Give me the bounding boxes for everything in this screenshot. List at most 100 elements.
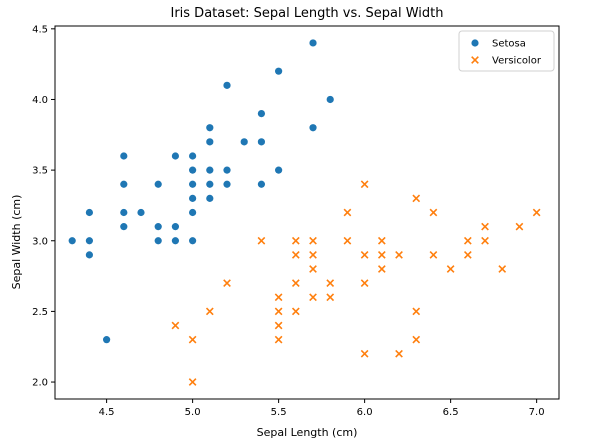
cross-stroke — [326, 279, 335, 288]
cross-stroke — [498, 265, 507, 273]
cross-stroke — [412, 307, 421, 316]
data-point-versicolor — [274, 307, 283, 316]
cross-stroke — [515, 222, 524, 231]
data-point-setosa — [85, 237, 94, 245]
cross-stroke — [274, 335, 283, 344]
cross-stroke — [291, 307, 300, 316]
data-point-versicolor — [309, 265, 317, 273]
cross-stroke — [326, 293, 335, 302]
data-point-versicolor — [515, 222, 524, 231]
legend-label: Versicolor — [492, 56, 542, 67]
data-point-setosa — [326, 95, 334, 104]
data-point-setosa — [120, 208, 128, 217]
cross-stroke — [309, 293, 317, 302]
data-point-versicolor — [309, 251, 317, 259]
cross-stroke — [412, 335, 421, 344]
data-point-versicolor — [274, 293, 283, 302]
chart-title: Iris Dataset: Sepal Length vs. Sepal Wid… — [170, 6, 443, 21]
legend: Setosa Versicolor — [458, 30, 555, 72]
cross-stroke — [291, 251, 300, 259]
data-point-versicolor — [360, 279, 369, 288]
cross-stroke — [291, 236, 300, 245]
cross-stroke — [257, 236, 266, 245]
data-point-setosa — [223, 81, 231, 89]
data-point-versicolor — [291, 279, 300, 288]
data-point-setosa — [189, 194, 197, 202]
cross-stroke — [274, 307, 283, 316]
data-point-setosa — [68, 237, 76, 245]
data-point-setosa — [275, 67, 283, 75]
data-point-setosa — [275, 166, 283, 174]
cross-stroke — [429, 251, 438, 259]
cross-stroke — [205, 307, 214, 316]
plot-frame — [54, 25, 560, 400]
cross-stroke — [223, 279, 231, 288]
data-point-versicolor — [377, 251, 386, 259]
cross-stroke — [188, 335, 197, 344]
cross-stroke — [360, 349, 369, 358]
data-point-versicolor — [343, 208, 352, 217]
x-tick-label: 5.5 — [271, 407, 287, 418]
cross-stroke — [343, 208, 352, 217]
data-point-versicolor — [171, 321, 180, 330]
cross-stroke — [481, 222, 489, 231]
y-tick-label: 2.0 — [32, 378, 48, 389]
cross-stroke — [274, 321, 283, 330]
data-point-setosa — [240, 138, 248, 146]
data-point-versicolor — [412, 307, 421, 316]
data-point-versicolor — [291, 251, 300, 259]
data-point-setosa — [189, 180, 197, 188]
cross-stroke — [343, 236, 352, 245]
data-point-setosa — [223, 166, 231, 174]
y-tick-label: 4.5 — [32, 24, 48, 35]
data-point-setosa — [171, 152, 180, 160]
data-point-versicolor — [291, 307, 300, 316]
data-point-versicolor — [498, 265, 507, 273]
data-point-versicolor — [309, 293, 317, 302]
data-point-setosa — [154, 237, 162, 245]
data-point-versicolor — [446, 265, 455, 273]
cross-stroke — [309, 251, 317, 259]
legend-marker-versicolor — [471, 56, 479, 64]
cross-stroke — [395, 251, 403, 259]
data-point-setosa — [171, 237, 180, 245]
data-point-setosa — [120, 223, 128, 231]
series-setosa — [68, 39, 334, 344]
cross-stroke — [360, 251, 369, 259]
data-point-versicolor — [481, 222, 489, 231]
cross-stroke — [274, 293, 283, 302]
cross-stroke — [171, 321, 180, 330]
data-point-versicolor — [343, 236, 352, 245]
data-point-setosa — [257, 138, 266, 146]
y-tick-label: 4.0 — [32, 95, 48, 106]
cross-stroke — [291, 279, 300, 288]
data-point-versicolor — [360, 180, 369, 189]
data-point-setosa — [257, 109, 266, 118]
data-point-setosa — [309, 39, 317, 47]
x-tick-label: 5.0 — [185, 407, 201, 418]
cross-stroke — [309, 265, 317, 273]
y-tick-label: 3.0 — [32, 236, 48, 247]
data-point-setosa — [189, 237, 197, 245]
cross-stroke — [471, 56, 479, 64]
data-point-versicolor — [463, 236, 472, 245]
data-point-setosa — [85, 208, 94, 217]
cross-stroke — [429, 208, 438, 217]
data-point-setosa — [103, 336, 111, 344]
data-point-setosa — [257, 180, 266, 188]
legend-label: Setosa — [492, 39, 526, 50]
data-point-versicolor — [326, 279, 335, 288]
data-point-setosa — [206, 194, 214, 202]
x-tick-label: 6.0 — [357, 407, 373, 418]
data-point-versicolor — [377, 236, 386, 245]
x-tick-label: 7.0 — [529, 407, 545, 418]
data-point-setosa — [154, 180, 162, 188]
data-point-setosa — [223, 180, 231, 188]
series-versicolor — [171, 180, 541, 386]
data-point-setosa — [154, 223, 162, 231]
data-point-setosa — [189, 208, 197, 217]
data-point-setosa — [206, 138, 214, 146]
data-point-versicolor — [481, 236, 489, 245]
data-point-setosa — [171, 223, 180, 231]
